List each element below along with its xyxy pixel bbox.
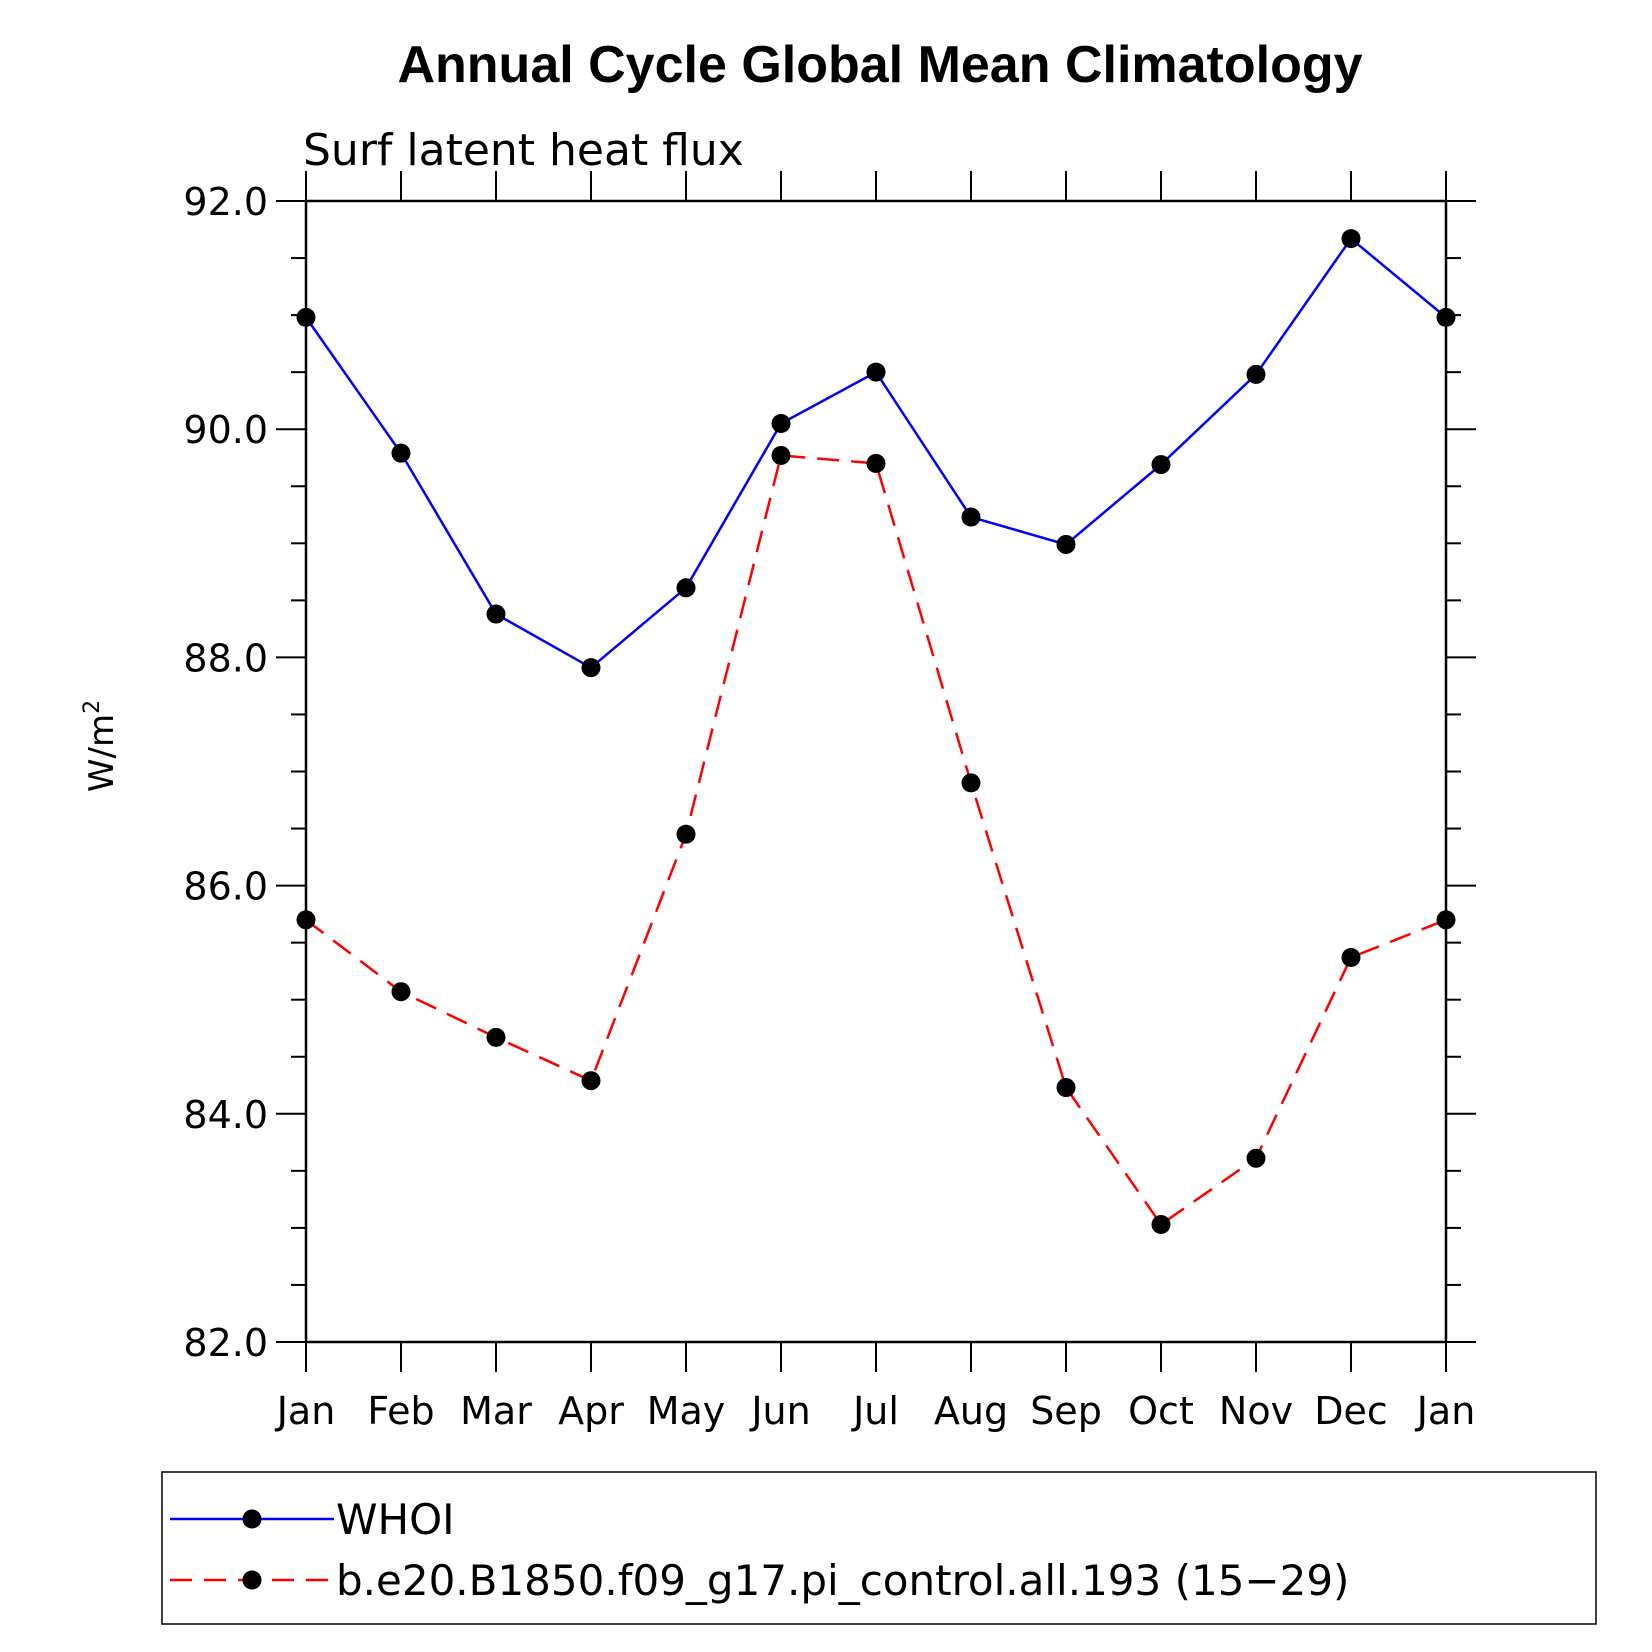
series-point	[866, 362, 886, 382]
y-tick-labels: 82.0 84.0 86.0 88.0 90.0 92.0	[183, 180, 268, 1365]
x-tick-label: Dec	[1314, 1389, 1388, 1433]
svg-text:W/m2: W/m2	[80, 700, 122, 792]
series-line	[304, 236, 1447, 670]
y-tick-label: 88.0	[183, 636, 268, 680]
legend-marker	[242, 1570, 262, 1590]
series-point	[676, 824, 696, 844]
legend-entry-2: b.e20.B1850.f09_g17.pi_control.all.193 (…	[170, 1556, 1349, 1605]
series-point	[486, 1027, 506, 1047]
x-tick-label: Mar	[460, 1389, 532, 1433]
x-tick-label: Aug	[934, 1389, 1008, 1433]
series-point	[581, 658, 601, 678]
series-point	[676, 578, 696, 598]
series-point	[391, 443, 411, 463]
series-point	[1436, 307, 1456, 327]
series-point	[1151, 1214, 1171, 1234]
y-axis-label-text: W/m	[82, 714, 122, 792]
series-point	[1341, 229, 1361, 249]
legend: WHOI b.e20.B1850.f09_g17.pi_control.all.1…	[161, 1471, 1597, 1625]
series-layer	[296, 229, 1456, 1234]
x-tick-label: Nov	[1219, 1389, 1293, 1433]
x-tick-label: Apr	[558, 1389, 624, 1433]
y-axis-label-superscript: 2	[80, 700, 105, 714]
series-point	[961, 773, 981, 793]
series-point	[1056, 1078, 1076, 1098]
series-point	[296, 910, 316, 930]
series-point	[1246, 1148, 1266, 1168]
series-point	[1151, 455, 1171, 475]
series-point	[771, 445, 791, 465]
x-tick-label: Jul	[851, 1389, 899, 1433]
y-axis-label: W/m2	[80, 700, 122, 792]
y-tick-label: 84.0	[183, 1093, 268, 1137]
series-point	[1341, 947, 1361, 967]
plot-frame	[304, 199, 1448, 1344]
series-point	[391, 982, 411, 1002]
series-point	[771, 413, 791, 433]
series-point	[486, 604, 506, 624]
y-tick-label: 86.0	[183, 865, 268, 909]
x-tick-labels: Jan Feb Mar Apr May Jun Jul Aug Sep Oct Nov Dec Jan	[275, 1389, 1476, 1433]
x-tick-label: Jan	[1415, 1389, 1476, 1433]
chart-subtitle: Surf latent heat flux	[303, 125, 744, 176]
legend-marker	[242, 1509, 262, 1529]
chart-title: Annual Cycle Global Mean Climatology	[397, 36, 1362, 94]
series-point	[961, 507, 981, 527]
series-point	[296, 307, 316, 327]
legend-entry-1: WHOI	[170, 1495, 455, 1544]
x-tick-label: Oct	[1128, 1389, 1194, 1433]
axis-ticks	[276, 171, 1476, 1372]
series-line	[305, 454, 1447, 1227]
legend-label: b.e20.B1850.f09_g17.pi_control.all.193 (…	[336, 1556, 1349, 1605]
x-tick-label: Feb	[367, 1389, 434, 1433]
x-tick-label: Jan	[275, 1389, 336, 1433]
series-point	[866, 453, 886, 473]
legend-box	[161, 1471, 1597, 1625]
y-tick-label: 82.0	[183, 1321, 268, 1365]
series-point	[1246, 364, 1266, 384]
series-point	[1056, 534, 1076, 554]
x-tick-label: Jun	[749, 1389, 810, 1433]
legend-label: WHOI	[336, 1495, 455, 1544]
series-1	[296, 229, 1456, 678]
series-2	[296, 445, 1456, 1234]
y-tick-label: 92.0	[183, 180, 268, 224]
series-point	[1436, 910, 1456, 930]
x-tick-label: Sep	[1030, 1389, 1102, 1433]
y-tick-label: 90.0	[183, 408, 268, 452]
x-tick-label: May	[647, 1389, 726, 1433]
series-point	[581, 1071, 601, 1091]
